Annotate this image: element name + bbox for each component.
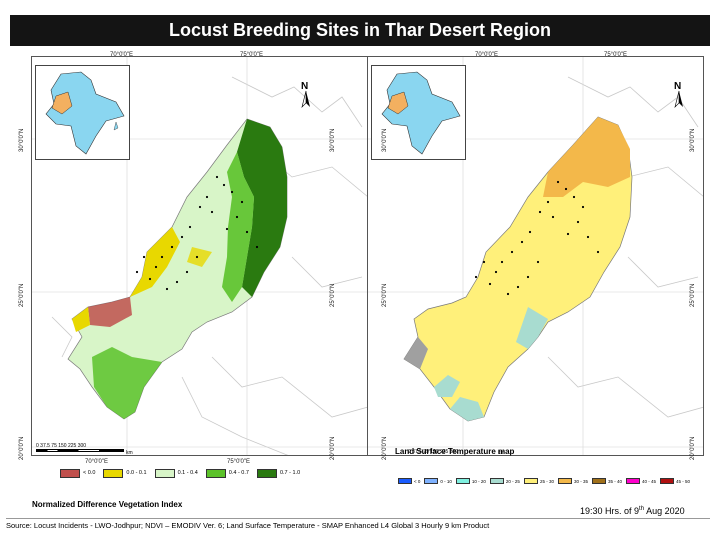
- legend-item: 0.1 - 0.4: [154, 468, 198, 478]
- lst-cool-zone-3: [434, 375, 460, 397]
- ndvi-medium-vegetation: [222, 152, 254, 302]
- lat-tick-25-right: 25°0'0"N: [330, 283, 336, 307]
- india-inset-map: [35, 65, 130, 160]
- ndvi-map-panel[interactable]: N 0 37.5 75 150 225 300 km: [31, 56, 368, 456]
- north-arrow: N: [298, 81, 314, 109]
- ndvi-sparse-region: [130, 227, 180, 297]
- lat-tick-25-right-r: 25°0'0"N: [690, 283, 696, 307]
- lat-tick-30-right-r: 30°0'0"N: [690, 128, 696, 152]
- scale-bar: [36, 449, 124, 452]
- lat-tick-20-right: 20°0'0"N: [330, 436, 336, 460]
- north-arrow-icon-right: [674, 90, 683, 108]
- lst-caption: Land Surface Temperature map: [395, 447, 515, 456]
- lon-tick-70-bottom: 70°0'0"E: [85, 459, 109, 465]
- lst-warm-zone: [543, 117, 630, 197]
- lon-tick-70-top: 70°0'0"E: [110, 52, 134, 58]
- scale-unit: km: [126, 450, 133, 456]
- scale-numbers: 0 37.5 75 150 225 300: [36, 443, 87, 449]
- legend-swatch: [103, 468, 124, 478]
- lat-tick-30-left: 30°0'0"N: [19, 128, 25, 152]
- ndvi-sparse-region-2: [187, 247, 212, 267]
- timestamp: 19:30 Hrs. of 9th Aug 2020: [580, 506, 685, 516]
- scale-unit-right: km: [498, 450, 505, 456]
- lat-tick-20-left: 20°0'0"N: [19, 436, 25, 460]
- source-citation: Source: Locust Incidents - LWO-Jodhpur; …: [6, 518, 710, 530]
- ndvi-gujarat-vegetation: [92, 347, 162, 419]
- legend-item: < 0: [398, 478, 420, 484]
- lat-tick-20-left-r: 20°0'0"N: [382, 436, 388, 460]
- legend-item: 0.4 - 0.7: [205, 468, 249, 478]
- lat-tick-20-right-r: 20°0'0"N: [690, 436, 696, 460]
- lon-tick-75-bottom: 75°0'0"E: [227, 459, 251, 465]
- legend-swatch: [205, 468, 226, 478]
- lon-tick-75-top: 75°0'0"E: [240, 52, 264, 58]
- legend-item: 10 - 20: [455, 478, 486, 484]
- legend-swatch: [60, 468, 80, 478]
- legend-item: 30 - 35: [557, 478, 588, 484]
- lon-tick-70-top-right: 70°0'0"E: [475, 52, 499, 58]
- lat-tick-30-left-r: 30°0'0"N: [382, 128, 388, 152]
- lat-tick-25-left-r: 25°0'0"N: [382, 283, 388, 307]
- page-title-text: Locust Breeding Sites in Thar Desert Reg…: [168, 20, 552, 40]
- north-arrow-icon: [301, 90, 310, 108]
- ndvi-map-svg: [32, 57, 367, 455]
- legend-item: 45 - 50: [660, 478, 690, 484]
- ndvi-legend: < 0.0 0.0 - 0.1 0.1 - 0.4 0.4 - 0.7 0.7 …: [60, 467, 308, 479]
- ndvi-caption: Normalized Difference Vegetation Index: [32, 500, 183, 509]
- lst-nodata: [404, 337, 428, 369]
- lon-tick-75-top-right: 75°0'0"E: [604, 52, 628, 58]
- legend-item: 0.7 - 1.0: [256, 468, 300, 478]
- legend-item: 0.0 - 0.1: [103, 468, 147, 478]
- ndvi-high-vegetation: [237, 119, 287, 297]
- lst-map-panel[interactable]: N 0 37.5 75 150 225 300 km: [367, 56, 704, 456]
- legend-item: 35 - 40: [591, 478, 622, 484]
- lst-map-svg: [368, 57, 703, 455]
- ndvi-kutch-yellow: [72, 307, 90, 332]
- scale-numbers-right: 0 37.5 75 150 225 300: [408, 449, 459, 455]
- legend-swatch: [154, 468, 175, 478]
- legend-item: < 0.0: [60, 468, 95, 478]
- lst-legend: < 0 0 - 10 10 - 20 20 - 25 25 - 30 30 - …: [398, 478, 694, 484]
- legend-item: 40 - 45: [625, 478, 656, 484]
- ndvi-negative-region: [88, 297, 132, 327]
- legend-item: 20 - 25: [489, 478, 520, 484]
- lst-cool-zone: [516, 307, 548, 349]
- lat-tick-30-right: 30°0'0"N: [330, 128, 336, 152]
- india-inset-map-right: [371, 65, 466, 160]
- legend-item: 25 - 30: [523, 478, 554, 484]
- lat-tick-25-left: 25°0'0"N: [19, 283, 25, 307]
- lst-cool-zone-2: [450, 397, 484, 421]
- north-arrow-right: N: [671, 81, 687, 109]
- legend-swatch: [256, 468, 277, 478]
- page-title: Locust Breeding Sites in Thar Desert Reg…: [10, 15, 710, 46]
- legend-item: 0 - 10: [424, 478, 452, 484]
- locust-sites: [135, 175, 259, 291]
- locust-sites-right: [474, 180, 600, 296]
